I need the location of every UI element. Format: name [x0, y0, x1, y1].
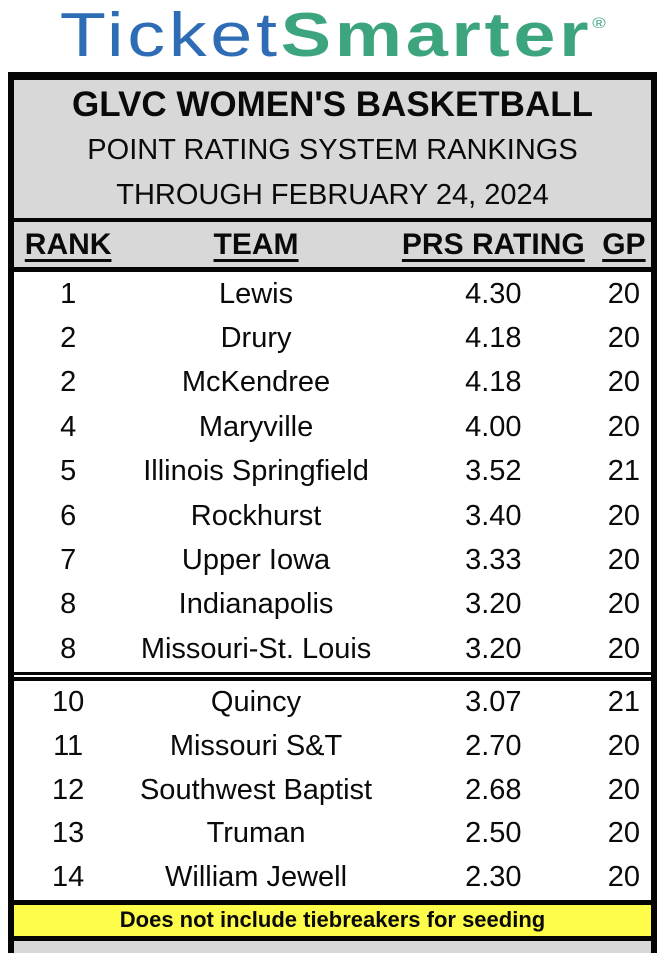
- cutoff-gray-strip: [14, 940, 651, 953]
- cell-rank: 12: [52, 773, 85, 806]
- cell-rating: 2.30: [465, 861, 522, 894]
- cell-gp: 20: [607, 861, 641, 894]
- cell-team: Lewis: [218, 277, 294, 310]
- page-subtitle: POINT RATING SYSTEM RANKINGS: [87, 134, 578, 166]
- column-header-rating: PRS RATING: [401, 227, 585, 261]
- cell-rating: 2.50: [465, 817, 522, 850]
- cell-gp: 20: [607, 729, 641, 762]
- logo-smarter-text: Smarter: [280, 1, 592, 70]
- cell-gp: 20: [607, 322, 641, 355]
- cell-gp: 20: [607, 773, 641, 806]
- tiebreaker-note: Does not include tiebreakers for seeding: [14, 904, 651, 941]
- cell-rating: 3.07: [465, 685, 522, 718]
- cell-team: Maryville: [198, 410, 314, 443]
- cell-team: Rockhurst: [190, 499, 322, 532]
- table-row: 4 Maryville 4.00 20: [14, 405, 651, 449]
- table-row: 12 Southwest Baptist 2.68 20: [14, 768, 651, 812]
- cell-team: Illinois Springfield: [143, 455, 369, 488]
- cell-rank: 6: [60, 499, 77, 532]
- cell-rank: 2: [60, 322, 77, 355]
- rankings-section-bottom: 10 Quincy 3.07 21 11 Missouri S&T 2.70 20 12 Sout…: [14, 676, 651, 905]
- cell-team: Quincy: [210, 685, 302, 718]
- cell-rank: 14: [52, 861, 85, 894]
- cell-team: Missouri S&T: [169, 729, 343, 762]
- table-row: 6 Rockhurst 3.40 20: [14, 494, 651, 538]
- cell-rank: 5: [60, 455, 77, 488]
- cell-gp: 20: [607, 410, 641, 443]
- cell-rating: 4.18: [465, 366, 522, 399]
- cell-team: William Jewell: [165, 861, 348, 894]
- table-row: 1 Lewis 4.30 20: [14, 272, 651, 316]
- cell-gp: 20: [607, 632, 641, 665]
- cell-gp: 21: [607, 455, 641, 488]
- cell-rating: 3.20: [465, 632, 522, 665]
- column-header-team: TEAM: [213, 227, 299, 261]
- page-date-line: THROUGH FEBRUARY 24, 2024: [116, 179, 549, 211]
- cell-team: Truman: [206, 817, 306, 850]
- cell-rank: 8: [60, 632, 77, 665]
- cell-rating: 3.40: [465, 499, 522, 532]
- cell-team: Indianapolis: [178, 588, 334, 621]
- table-row: 2 Drury 4.18 20: [14, 316, 651, 360]
- table-row: 2 McKendree 4.18 20: [14, 361, 651, 405]
- cell-rank: 8: [60, 588, 77, 621]
- cell-rank: 13: [52, 817, 85, 850]
- cell-rank: 11: [53, 729, 84, 762]
- table-row: 8 Missouri-St. Louis 3.20 20: [14, 627, 651, 671]
- title-block: GLVC WOMEN'S BASKETBALL POINT RATING SYS…: [14, 80, 651, 222]
- cell-rank: 2: [60, 366, 77, 399]
- cell-rating: 3.20: [465, 588, 522, 621]
- ticketsmarter-logo: TicketSmarter®: [60, 5, 606, 67]
- page-title: GLVC WOMEN'S BASKETBALL: [72, 85, 593, 124]
- cell-team: Missouri-St. Louis: [140, 632, 372, 665]
- cell-gp: 21: [607, 685, 641, 718]
- cell-rank: 4: [60, 410, 77, 443]
- cell-rating: 3.33: [465, 544, 522, 577]
- cell-gp: 20: [607, 817, 641, 850]
- cell-rating: 4.00: [465, 410, 522, 443]
- table-row: 5 Illinois Springfield 3.52 21: [14, 450, 651, 494]
- cell-team: Upper Iowa: [181, 544, 331, 577]
- table-row: 14 William Jewell 2.30 20: [14, 856, 651, 900]
- cell-rank: 1: [60, 277, 77, 310]
- cell-rating: 4.18: [465, 322, 522, 355]
- cell-rating: 2.70: [465, 729, 522, 762]
- column-header-row: RANK TEAM PRS RATING GP: [14, 222, 651, 272]
- cell-gp: 20: [607, 588, 641, 621]
- cell-team: Southwest Baptist: [139, 773, 373, 806]
- cell-gp: 20: [607, 366, 641, 399]
- cell-gp: 20: [607, 499, 641, 532]
- cell-team: McKendree: [181, 366, 331, 399]
- rankings-board: GLVC WOMEN'S BASKETBALL POINT RATING SYS…: [8, 72, 657, 953]
- column-header-gp: GP: [602, 227, 646, 261]
- table-row: 11 Missouri S&T 2.70 20: [14, 724, 651, 768]
- table-row: 8 Indianapolis 3.20 20: [14, 583, 651, 627]
- cell-rank: 7: [60, 544, 77, 577]
- cell-rating: 3.52: [465, 455, 522, 488]
- column-header-rank: RANK: [24, 227, 112, 261]
- table-row: 10 Quincy 3.07 21: [14, 681, 651, 725]
- cell-rating: 4.30: [465, 277, 522, 310]
- logo-ticket-text: Ticket: [59, 1, 281, 70]
- registered-trademark-icon: ®: [591, 15, 606, 32]
- logo-bar: TicketSmarter®: [0, 0, 665, 72]
- table-row: 7 Upper Iowa 3.33 20: [14, 538, 651, 582]
- cell-rank: 10: [52, 685, 85, 718]
- cell-gp: 20: [607, 277, 641, 310]
- cell-team: Drury: [220, 322, 292, 355]
- cell-gp: 20: [607, 544, 641, 577]
- rankings-section-top: 1 Lewis 4.30 20 2 Drury 4.18 20 2 McKendree 4.18 20…: [14, 272, 651, 675]
- table-row: 13 Truman 2.50 20: [14, 812, 651, 856]
- cell-rating: 2.68: [465, 773, 522, 806]
